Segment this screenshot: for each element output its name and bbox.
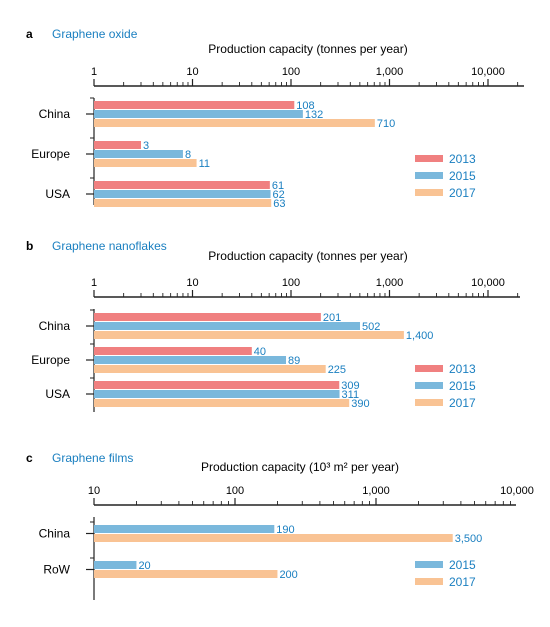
data-label: 390 <box>351 398 369 410</box>
data-label: 309 <box>341 380 359 392</box>
bar <box>94 570 278 578</box>
data-label: 502 <box>362 321 380 333</box>
category-label: Europe <box>31 147 70 161</box>
data-label: 710 <box>377 118 395 130</box>
legend-swatch <box>415 189 443 196</box>
legend-label: 2015 <box>449 379 476 393</box>
tick-label: 10 <box>186 277 198 289</box>
bar <box>94 365 326 373</box>
x-axis-label: Production capacity (tonnes per year) <box>208 249 407 263</box>
panel-letter: a <box>26 27 33 41</box>
category-label: RoW <box>43 563 70 577</box>
panel-c: c Graphene films Production capacity (10³ … <box>26 451 534 600</box>
data-label: 61 <box>272 180 284 192</box>
bar <box>94 181 270 189</box>
bar <box>94 525 275 533</box>
bar <box>94 561 137 569</box>
legend-label: 2017 <box>449 575 476 589</box>
tick-label: 10,000 <box>500 485 534 497</box>
legend-label: 2013 <box>449 152 476 166</box>
legend-label: 2013 <box>449 362 476 376</box>
data-label: 40 <box>254 346 266 358</box>
legend-swatch <box>415 365 443 372</box>
bar <box>94 101 295 109</box>
tick-label: 100 <box>282 66 300 78</box>
tick-label: 1,000 <box>362 485 390 497</box>
data-label: 311 <box>342 389 360 401</box>
tick-label: 100 <box>226 485 244 497</box>
legend-label: 2017 <box>449 396 476 410</box>
bar <box>94 390 340 398</box>
category-label: China <box>39 107 71 121</box>
bar <box>94 331 404 339</box>
panel-letter: c <box>26 451 33 465</box>
data-label: 1,400 <box>406 330 434 342</box>
tick-label: 1,000 <box>376 66 404 78</box>
bar <box>94 141 141 149</box>
x-axis-label: Production capacity (tonnes per year) <box>208 42 407 56</box>
legend-swatch <box>415 399 443 406</box>
tick-label: 10 <box>88 485 100 497</box>
tick-label: 10,000 <box>471 277 505 289</box>
bar <box>94 150 183 158</box>
category-label: Europe <box>31 353 70 367</box>
data-label: 63 <box>273 198 285 210</box>
data-label: 11 <box>199 158 210 170</box>
data-label: 8 <box>185 149 191 161</box>
data-label: 200 <box>279 569 297 581</box>
bar <box>94 110 303 118</box>
bar <box>94 381 340 389</box>
data-label: 20 <box>138 560 150 572</box>
legend-swatch <box>415 561 443 568</box>
tick-label: 1,000 <box>376 277 404 289</box>
legend-swatch <box>415 172 443 179</box>
bar <box>94 313 321 321</box>
legend-swatch <box>415 382 443 389</box>
tick-label: 10 <box>186 66 198 78</box>
bar <box>94 399 350 407</box>
data-label: 108 <box>296 100 314 112</box>
legend-label: 2017 <box>449 186 476 200</box>
legend-label: 2015 <box>449 169 476 183</box>
bar <box>94 190 271 198</box>
category-label: USA <box>45 187 70 201</box>
data-label: 132 <box>305 109 323 121</box>
data-label: 3 <box>143 140 149 152</box>
x-axis-label: Production capacity (10³ m² per year) <box>201 460 399 474</box>
tick-label: 1 <box>91 277 97 289</box>
bar <box>94 119 375 127</box>
bar <box>94 159 197 167</box>
tick-label: 100 <box>282 277 300 289</box>
category-label: China <box>39 319 71 333</box>
tick-label: 1 <box>91 66 97 78</box>
bar <box>94 199 272 207</box>
panel-letter: b <box>26 239 33 253</box>
data-label: 190 <box>276 524 294 536</box>
panel-title: Graphene oxide <box>52 27 138 41</box>
category-label: USA <box>45 387 70 401</box>
data-label: 3,500 <box>455 533 483 545</box>
tick-label: 10,000 <box>471 66 505 78</box>
bar <box>94 356 287 364</box>
category-label: China <box>39 527 71 541</box>
bar <box>94 322 361 330</box>
legend-swatch <box>415 155 443 162</box>
bar <box>94 347 252 355</box>
legend-label: 2015 <box>449 558 476 572</box>
legend-swatch <box>415 578 443 585</box>
panel-title: Graphene nanoflakes <box>52 239 167 253</box>
data-label: 225 <box>328 364 346 376</box>
panel-title: Graphene films <box>52 451 133 465</box>
panel-a: a Graphene oxide Production capacity (tonn… <box>26 27 524 210</box>
bar <box>94 534 453 542</box>
panel-b: b Graphene nanoflakes Production capacity … <box>26 239 520 412</box>
data-label: 201 <box>323 312 341 324</box>
data-label: 89 <box>288 355 300 367</box>
data-label: 62 <box>273 189 285 201</box>
